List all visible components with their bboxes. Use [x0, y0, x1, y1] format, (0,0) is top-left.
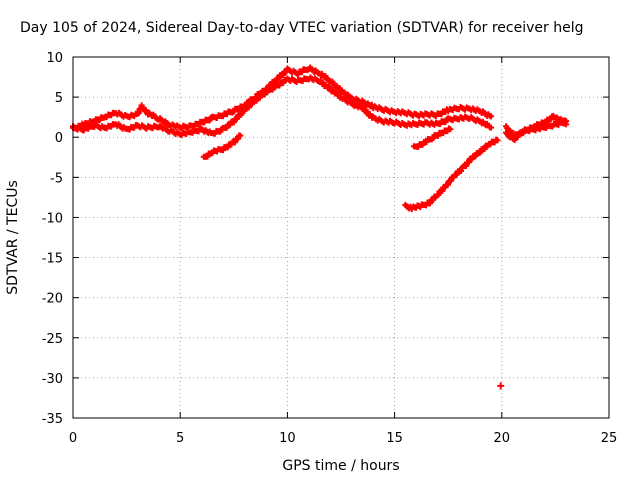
- grid-layer: [73, 57, 609, 418]
- data-point: [481, 146, 488, 153]
- x-tick-label: 0: [69, 431, 77, 446]
- data-point: [426, 200, 433, 207]
- data-point: [453, 171, 460, 178]
- series-arc-dip-6h: [200, 132, 244, 160]
- x-tick-label: 15: [386, 431, 403, 446]
- y-axis-label: SDTVAR / TECUs: [5, 180, 21, 295]
- plot-frame: [72, 56, 610, 419]
- series-outlier: [497, 382, 505, 390]
- data-point: [477, 149, 484, 156]
- data-point: [237, 132, 244, 139]
- data-point: [563, 118, 570, 125]
- series-arc-main-lower: [70, 74, 495, 139]
- data-layer: [70, 64, 570, 390]
- data-point: [257, 94, 264, 101]
- series-arc-late-2: [503, 117, 570, 144]
- y-tick-label: -20: [42, 292, 63, 307]
- y-tick-label: -25: [42, 332, 63, 347]
- data-point: [234, 115, 241, 122]
- data-point: [497, 382, 505, 390]
- y-tick-label: 0: [55, 131, 63, 146]
- data-point: [245, 104, 252, 111]
- y-tick-label: -5: [50, 171, 63, 186]
- y-tick-label: 5: [55, 91, 63, 106]
- y-tick-label: -10: [42, 211, 63, 226]
- x-tick-label: 5: [176, 431, 184, 446]
- data-point: [280, 72, 287, 79]
- y-tick-label: -30: [42, 372, 63, 387]
- y-tick-label: -15: [42, 252, 63, 267]
- data-point: [249, 101, 256, 108]
- data-point: [275, 75, 282, 82]
- y-tick-label: 10: [46, 51, 63, 66]
- data-point: [253, 97, 260, 104]
- chart-title: Day 105 of 2024, Sidereal Day-to-day VTE…: [20, 20, 583, 36]
- data-point: [447, 126, 454, 133]
- data-point: [488, 124, 495, 131]
- data-point: [511, 137, 518, 144]
- x-axis-label: GPS time / hours: [282, 458, 399, 474]
- data-point: [223, 124, 230, 131]
- data-point: [238, 111, 245, 118]
- data-point: [430, 196, 437, 203]
- x-tick-label: 10: [279, 431, 296, 446]
- data-point: [458, 168, 465, 175]
- data-point: [231, 139, 238, 146]
- data-point: [472, 153, 479, 160]
- series-arc-deep-negative: [402, 136, 501, 213]
- tick-layer: 0 5 10 15 20 25 10 5 0 -5 -10 -15 -20 -25 -30 -35: [42, 51, 618, 446]
- data-point: [494, 137, 501, 144]
- data-point: [241, 107, 248, 114]
- data-point: [227, 121, 234, 128]
- y-tick-label: -35: [42, 412, 63, 427]
- data-point: [235, 135, 242, 142]
- data-point: [230, 119, 237, 126]
- x-tick-label: 20: [494, 431, 511, 446]
- series-arc-drop-16h: [410, 125, 454, 150]
- data-point: [514, 133, 521, 140]
- x-tick-label: 25: [601, 431, 618, 446]
- data-point: [204, 153, 211, 160]
- data-point: [468, 156, 475, 163]
- data-point: [488, 113, 495, 120]
